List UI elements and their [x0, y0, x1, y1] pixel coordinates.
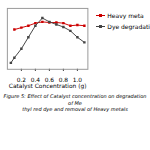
svg-text:0.6: 0.6 — [44, 77, 54, 84]
svg-text:0.2: 0.2 — [16, 77, 26, 84]
svg-text:0.4: 0.4 — [30, 77, 40, 84]
html-text:Figure 5: Effect of Catalyst c: Figure 5: Effect of Catalyst concentrati… — [3, 93, 147, 113]
svg-text:0.8: 0.8 — [58, 77, 68, 84]
svg-text:Catalyst Concentration (g): Catalyst Concentration (g) — [9, 83, 87, 90]
svg-text:1.0: 1.0 — [72, 77, 83, 84]
html-text:Heavy meta: Heavy meta — [107, 12, 144, 19]
html-text:Dye degradati: Dye degradati — [107, 23, 150, 30]
